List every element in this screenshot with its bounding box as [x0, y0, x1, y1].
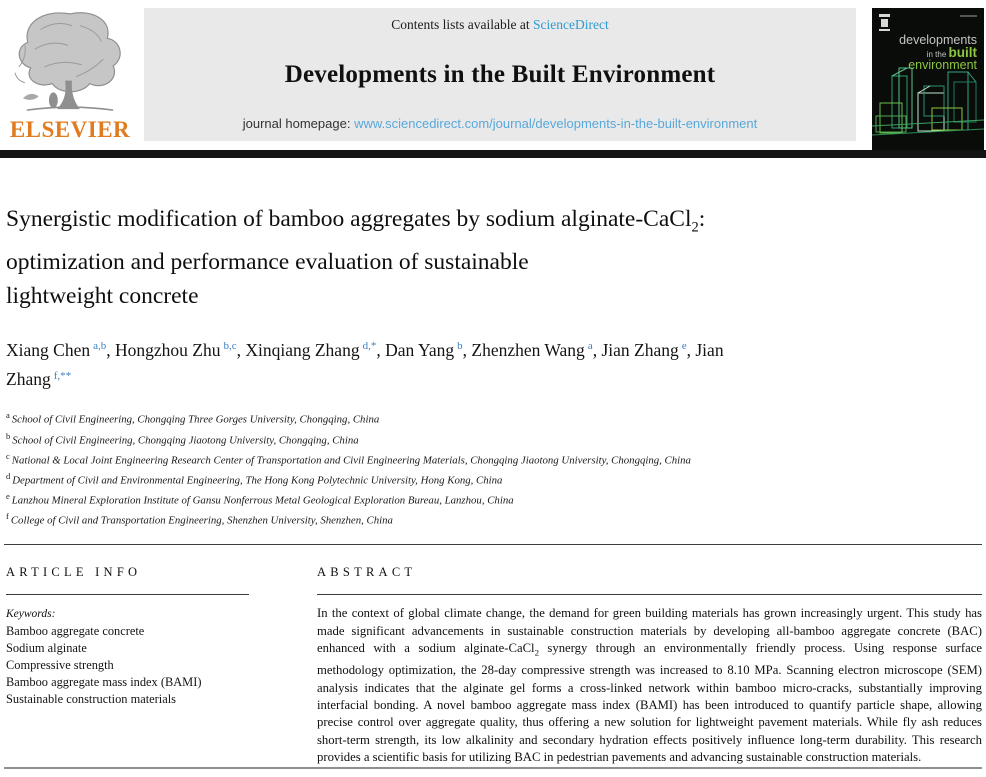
affiliation-marker: a	[6, 410, 10, 421]
author-affiliation-marker: a	[587, 339, 593, 352]
abstract-subscript: 2	[534, 647, 540, 658]
affiliation-marker: c	[6, 450, 10, 461]
author-separator: ,	[592, 339, 602, 360]
author-affiliation-marker: e	[681, 339, 687, 352]
affiliation-line: c National & Local Joint Engineering Rese…	[6, 449, 986, 469]
info-abstract-columns: ARTICLE INFO Keywords: Bamboo aggregate …	[6, 545, 982, 766]
author-affiliation-marker: d,*	[362, 339, 377, 352]
title-line1: Synergistic modification of bamboo aggre…	[6, 206, 692, 232]
author-name: Xinqiang Zhang	[245, 339, 360, 360]
author: Jian Zhang f,**	[6, 340, 724, 390]
keyword-list: Bamboo aggregate concrete Sodium alginat…	[6, 623, 249, 708]
author-name: Hongzhou Zhu	[114, 339, 221, 360]
author-name: Xiang Chen	[6, 339, 91, 360]
header-divider-bar	[0, 150, 986, 158]
author-separator: ,	[106, 339, 115, 360]
author: Dan Yang b,	[385, 340, 471, 360]
cover-issue-text	[960, 15, 977, 17]
abstract-part1: In the context of global climate change,…	[317, 606, 982, 656]
keyword-item: Bamboo aggregate concrete	[6, 624, 145, 639]
elsevier-wordmark: ELSEVIER	[9, 117, 131, 142]
keyword-item: Bamboo aggregate mass index (BAMI)	[6, 675, 202, 690]
cover-publisher-mark	[879, 14, 890, 31]
author: Hongzhou Zhu b,c,	[115, 340, 245, 360]
title-colon: :	[698, 206, 706, 232]
author: Xinqiang Zhang d,*,	[245, 340, 385, 360]
article-info-heading: ARTICLE INFO	[6, 565, 142, 580]
abstract-heading: ABSTRACT	[317, 565, 417, 580]
affiliation-line: d Department of Civil and Environmental E…	[6, 469, 986, 489]
affiliation-marker: d	[6, 470, 11, 481]
svg-text:in the built: in the built	[927, 45, 978, 60]
affiliation-text: College of Civil and Transportation Engi…	[10, 514, 393, 527]
author: Xiang Chen a,b,	[6, 340, 115, 360]
keywords-label: Keywords:	[6, 608, 56, 621]
cover-title: developments in the built environment	[899, 33, 977, 72]
journal-cover-thumbnail: developments in the built environment	[872, 8, 984, 150]
affiliation-text: National & Local Joint Engineering Resea…	[11, 454, 691, 467]
author-affiliation-marker: b,c	[223, 339, 237, 352]
sciencedirect-link[interactable]: ScienceDirect	[533, 17, 609, 32]
keyword-item: Sustainable construction materials	[6, 692, 176, 707]
journal-homepage-link[interactable]: www.sciencedirect.com/journal/developmen…	[354, 116, 758, 131]
elsevier-logo: ELSEVIER	[6, 8, 134, 141]
contents-prefix: Contents lists available at	[391, 17, 533, 32]
author-name: Zhenzhen Wang	[471, 339, 585, 360]
affiliation-line: a School of Civil Engineering, Chongqing …	[6, 408, 986, 428]
cover-word-built: built	[949, 45, 978, 60]
author-name: Jian Zhang	[601, 339, 679, 360]
affiliation-line: f College of Civil and Transportation Eng…	[6, 509, 986, 529]
author-name: Dan Yang	[385, 339, 455, 360]
cover-word-environment: environment	[908, 58, 977, 72]
author-affiliation-marker: f,**	[53, 369, 72, 382]
cover-word-developments: developments	[899, 33, 977, 47]
author-list: Xiang Chen a,b, Hongzhou Zhu b,c, Xinqiang…	[6, 333, 736, 393]
title-line2: optimization and performance evaluation …	[6, 248, 529, 275]
journal-banner: Contents lists available at ScienceDirec…	[144, 8, 856, 141]
affiliation-line: b School of Civil Engineering, Chongqing …	[6, 429, 986, 449]
author-affiliation-marker: a,b	[93, 339, 107, 352]
abstract-underline	[317, 594, 982, 596]
keyword-item: Compressive strength	[6, 658, 114, 673]
affiliation-text: School of Civil Engineering, Chongqing J…	[12, 434, 359, 447]
affiliation-line: e Lanzhou Mineral Exploration Institute o…	[6, 489, 986, 509]
keyword-item: Sodium alginate	[6, 641, 87, 656]
affiliation-list: a School of Civil Engineering, Chongqing …	[6, 408, 986, 529]
section-divider-rule	[4, 544, 982, 546]
affiliation-text: Department of Civil and Environmental En…	[12, 474, 503, 487]
author-separator: ,	[686, 339, 696, 360]
author: Jian Zhang e,	[601, 340, 695, 360]
article-info-column: ARTICLE INFO Keywords: Bamboo aggregate …	[6, 565, 249, 766]
article-title: Synergistic modification of bamboo aggre…	[6, 202, 966, 313]
title-subscript: 2	[691, 219, 699, 236]
author-affiliation-marker: b	[457, 339, 463, 352]
affiliation-marker: b	[6, 430, 11, 441]
article-info-underline	[6, 594, 249, 596]
elsevier-tree-icon	[14, 12, 121, 111]
journal-title: Developments in the Built Environment	[284, 60, 716, 88]
affiliation-text: Lanzhou Mineral Exploration Institute of…	[11, 494, 514, 507]
author: Zhenzhen Wang a,	[471, 340, 601, 360]
author-separator: ,	[236, 339, 246, 360]
author-name: Jian Zhang	[6, 339, 724, 390]
journal-homepage-line: journal homepage: www.sciencedirect.com/…	[152, 116, 848, 131]
affiliation-text: School of Civil Engineering, Chongqing T…	[11, 413, 380, 426]
page-bottom-rule	[4, 767, 982, 769]
abstract-column: ABSTRACT In the context of global climat…	[317, 565, 982, 766]
affiliation-marker: f	[6, 511, 9, 522]
abstract-text: In the context of global climate change,…	[317, 605, 982, 766]
title-line3: lightweight concrete	[6, 282, 199, 309]
cover-wireframe-city	[872, 67, 984, 136]
abstract-part2: synergy through an environmentally frien…	[317, 641, 982, 765]
author-separator: ,	[462, 339, 472, 360]
affiliation-marker: e	[6, 491, 10, 502]
cover-word-inthe: in the	[927, 50, 949, 59]
journal-header: ELSEVIER Contents lists available at Sci…	[6, 8, 984, 150]
author-separator: ,	[376, 339, 386, 360]
contents-line: Contents lists available at ScienceDirec…	[152, 17, 848, 33]
homepage-prefix: journal homepage:	[242, 116, 355, 131]
